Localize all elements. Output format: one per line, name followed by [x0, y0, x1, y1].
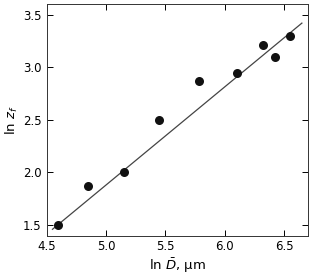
Point — [234, 70, 239, 75]
Point — [157, 118, 162, 122]
Point — [288, 33, 293, 38]
Point — [196, 79, 201, 83]
Y-axis label: ln $z_f$: ln $z_f$ — [4, 105, 20, 135]
X-axis label: ln $\bar{D}$, μm: ln $\bar{D}$, μm — [149, 256, 206, 275]
Point — [121, 170, 126, 175]
Point — [272, 54, 277, 59]
Point — [56, 223, 61, 227]
Point — [85, 184, 90, 188]
Point — [260, 43, 265, 47]
